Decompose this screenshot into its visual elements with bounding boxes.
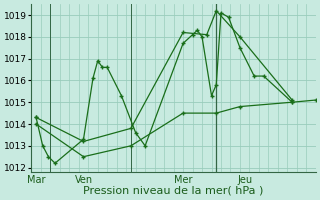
Text: Mer: Mer [174,175,192,185]
X-axis label: Pression niveau de la mer( hPa ): Pression niveau de la mer( hPa ) [84,186,264,196]
Text: Mar: Mar [27,175,45,185]
Text: Ven: Ven [75,175,92,185]
Text: Jeu: Jeu [237,175,252,185]
